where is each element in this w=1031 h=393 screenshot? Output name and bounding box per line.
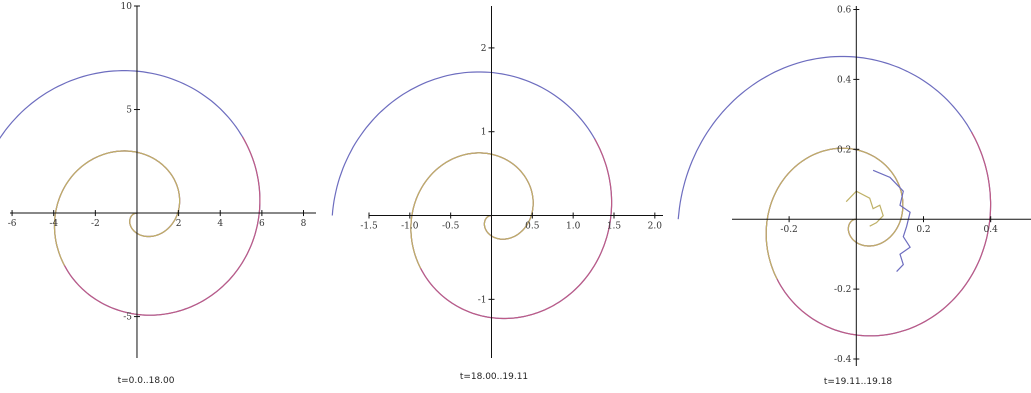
- x-tick-label: 2: [176, 219, 182, 229]
- x-tick-label: -0.2: [780, 225, 797, 235]
- x-tick-label: -0.5: [442, 222, 460, 232]
- y-tick-label: 0.2: [837, 145, 851, 155]
- panel-3-caption: t=19.11..19.18: [824, 377, 893, 387]
- x-tick-label: 0.2: [916, 225, 930, 235]
- panel-3-plot: -0.2 0.2 0.4 -0.4 -0.2 0.2 0.4 0.6: [677, 5, 1031, 366]
- x-tick-label: 1.5: [607, 222, 622, 232]
- x-tick-label: 0.5: [525, 222, 540, 232]
- y-tick-label: -1: [478, 295, 487, 305]
- x-tick-label: 8: [301, 219, 307, 229]
- series-blue-line-3: [872, 169, 911, 273]
- panel-2-plot: -1.5 -1.0 -0.5 0.5 1.0 1.5 2.0 -1 1 2: [331, 6, 663, 358]
- y-tick-label: 1: [481, 128, 487, 138]
- y-tick-label: -5: [123, 313, 132, 323]
- series-olive-line-4: [845, 190, 884, 227]
- x-tick-label: -1.5: [360, 222, 378, 232]
- x-tick-label: -1.0: [401, 222, 419, 232]
- x-tick-label: 4: [217, 219, 223, 229]
- y-tick-label: 5: [126, 106, 132, 116]
- y-tick-label: -0.2: [834, 285, 851, 295]
- series-blue-line-0: [331, 71, 613, 320]
- y-tick-label: 0.4: [837, 75, 852, 85]
- y-tick-label: 10: [121, 2, 133, 12]
- series-olive-line-2: [53, 150, 181, 266]
- x-tick-label: -4: [49, 219, 58, 229]
- x-tick-label: 1.0: [566, 222, 581, 232]
- series-olive-line-2: [765, 147, 904, 280]
- panel-2-caption: t=18.00..19.11: [460, 372, 528, 382]
- y-tick-label: -0.4: [834, 355, 852, 365]
- panel-1-plot: -6 -4 -2 2 4 6 8 -5 5 10: [0, 2, 316, 358]
- x-tick-label: 0.4: [984, 225, 999, 235]
- y-tick-label: 2: [481, 44, 487, 54]
- x-tick-label: -6: [8, 219, 17, 229]
- x-tick-label: -2: [91, 219, 100, 229]
- x-tick-label: 2.0: [648, 222, 663, 232]
- panel-1-caption: t=0.0..18.00: [118, 376, 175, 386]
- x-tick-label: 6: [259, 219, 265, 229]
- series-olive-line-2: [410, 152, 534, 269]
- y-tick-label: 0.6: [837, 5, 852, 15]
